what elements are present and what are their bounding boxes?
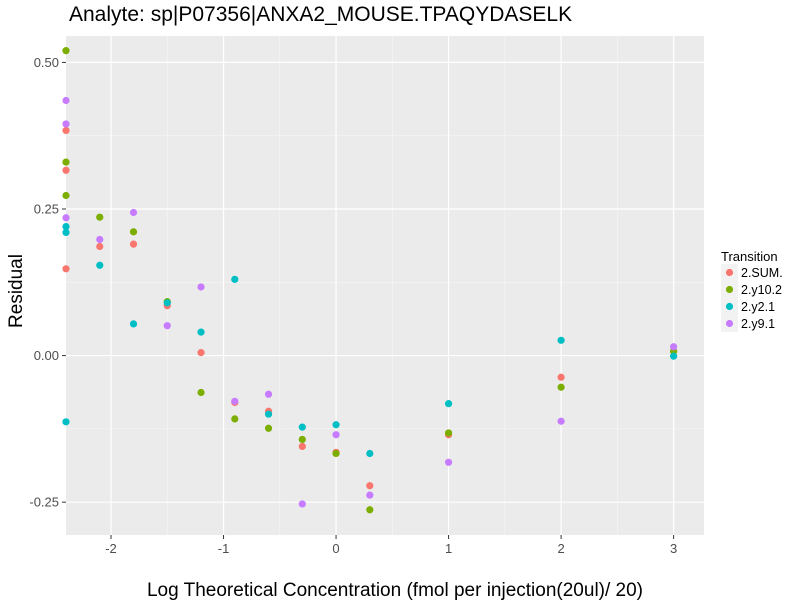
- legend-key-point: [725, 285, 734, 294]
- point-2-y2-1: [96, 261, 104, 269]
- point-2-y9-1: [163, 322, 171, 330]
- point-2-sum: [129, 240, 138, 248]
- x-tick-label: 1: [445, 541, 452, 556]
- legend-label: 2.y2.1: [741, 300, 775, 314]
- point-2-y10-2: [129, 228, 138, 236]
- point-2-y10-2: [197, 388, 205, 397]
- legend-label: 2.y10.2: [741, 283, 782, 297]
- point-2-y9-1: [366, 491, 374, 499]
- point-2-y2-1: [557, 336, 565, 344]
- point-2-y10-2: [366, 506, 374, 514]
- x-tick-label: -1: [218, 541, 230, 556]
- point-2-y2-1: [129, 320, 138, 328]
- point-2-y2-1: [62, 222, 70, 231]
- y-axis-title: Residual: [6, 254, 27, 328]
- legend-title: Transition: [721, 249, 778, 264]
- point-2-sum: [557, 373, 565, 381]
- plot-panel: [66, 36, 704, 535]
- point-2-y10-2: [557, 383, 565, 391]
- x-axis-title: Log Theoretical Concentration (fmol per …: [147, 580, 643, 600]
- point-2-y9-1: [62, 96, 70, 105]
- point-2-sum: [62, 126, 70, 135]
- x-axis: -2 -1 0 1 2 3: [105, 535, 677, 556]
- point-2-y9-1: [231, 397, 239, 405]
- y-tick-label: -0.25: [29, 495, 59, 510]
- chart-title: Analyte: sp|P07356|ANXA2_MOUSE.TPAQYDASE…: [69, 3, 572, 26]
- legend: Transition 2.SUM. 2.y10.2 2.y2.1 2.y9.1: [721, 249, 783, 332]
- point-2-y9-1: [444, 458, 453, 466]
- point-2-y2-1: [231, 275, 239, 283]
- point-2-sum: [197, 349, 205, 357]
- point-2-y2-1: [366, 449, 374, 458]
- point-2-sum: [62, 166, 70, 174]
- point-2-y10-2: [62, 47, 70, 55]
- point-2-y2-1: [332, 421, 340, 429]
- point-2-y9-1: [557, 417, 565, 425]
- point-2-y10-2: [264, 424, 273, 432]
- point-2-y10-2: [298, 435, 306, 444]
- legend-key-point: [725, 319, 734, 328]
- point-2-y9-1: [670, 343, 678, 351]
- legend-entries: 2.SUM. 2.y10.2 2.y2.1 2.y9.1: [721, 264, 783, 332]
- point-2-y9-1: [298, 500, 306, 508]
- y-axis: 0.50 0.25 0.00 -0.25: [29, 55, 66, 510]
- x-tick-label: 0: [332, 541, 339, 556]
- point-2-y9-1: [62, 120, 70, 128]
- point-2-y9-1: [62, 214, 70, 222]
- legend-label: 2.y9.1: [741, 317, 775, 331]
- point-2-y2-1: [62, 418, 70, 426]
- legend-key-point: [725, 268, 734, 277]
- point-2-y9-1: [197, 283, 205, 291]
- x-tick-label: 2: [557, 541, 564, 556]
- point-2-y2-1: [197, 328, 205, 336]
- point-2-y2-1: [298, 423, 306, 431]
- y-tick-label: 0.25: [34, 201, 59, 216]
- point-2-y9-1: [264, 390, 273, 398]
- grid-major: [66, 36, 704, 535]
- point-2-y10-2: [62, 191, 70, 200]
- point-2-y9-1: [332, 431, 340, 439]
- x-tick-label: 3: [670, 541, 677, 556]
- point-2-y10-2: [444, 429, 453, 437]
- point-2-y2-1: [444, 400, 453, 408]
- point-2-y10-2: [96, 213, 104, 221]
- point-2-y2-1: [670, 352, 678, 360]
- legend-label: 2.SUM.: [741, 266, 783, 280]
- x-tick-label: -2: [105, 541, 117, 556]
- point-2-y10-2: [332, 449, 340, 458]
- point-2-y9-1: [96, 235, 104, 244]
- data-points: [62, 47, 678, 514]
- point-2-sum: [366, 482, 374, 490]
- grid-minor: [66, 36, 704, 535]
- point-2-y9-1: [129, 208, 138, 217]
- point-2-sum: [62, 265, 70, 273]
- point-2-sum: [96, 242, 104, 251]
- point-2-y2-1: [62, 228, 70, 237]
- point-2-y10-2: [231, 415, 239, 423]
- point-2-y10-2: [62, 158, 70, 166]
- y-tick-label: 0.50: [34, 55, 59, 70]
- legend-key-point: [725, 302, 734, 311]
- point-2-sum: [298, 442, 306, 451]
- point-2-y2-1: [163, 299, 171, 307]
- y-tick-label: 0.00: [34, 348, 59, 363]
- point-2-y2-1: [264, 410, 273, 418]
